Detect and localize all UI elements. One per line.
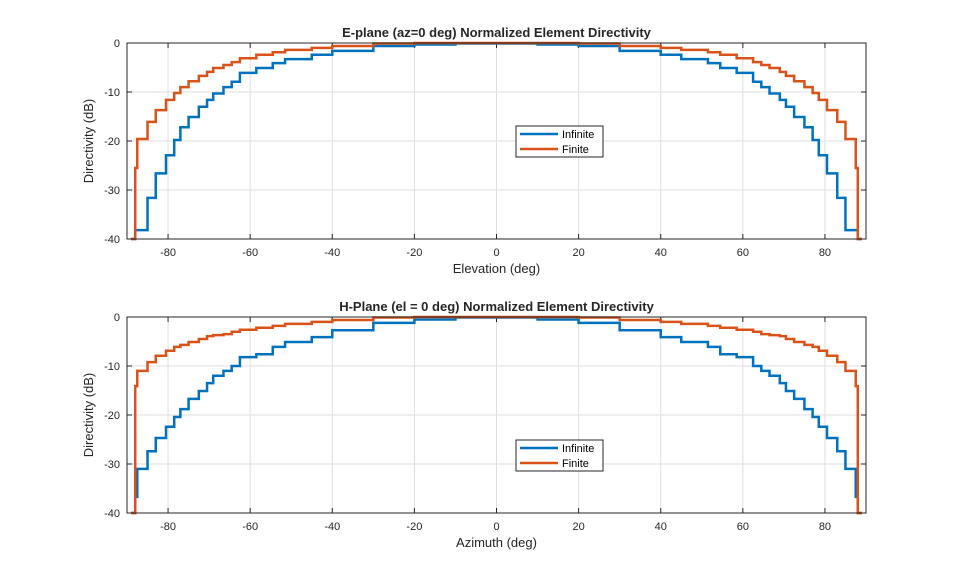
legend-box [515,439,604,472]
y-axis-label: Directivity (dB) [81,373,96,458]
chart-title: E-plane (az=0 deg) Normalized Element Di… [342,25,652,40]
y-tick-label: -40 [104,234,120,246]
x-axis-label: Azimuth (deg) [456,535,537,550]
legend-label: Finite [562,458,589,470]
y-tick-label: -20 [104,410,120,422]
x-tick-label: 60 [737,521,749,533]
x-tick-label: -20 [406,247,422,259]
y-tick-label: -30 [104,185,120,197]
y-tick-label: -20 [104,136,120,148]
chart-title: H-Plane (el = 0 deg) Normalized Element … [339,299,654,314]
y-axis-label: Directivity (dB) [81,99,96,184]
y-tick-label: -10 [104,361,120,373]
x-tick-label: 0 [493,247,499,259]
axes-box [126,42,867,240]
y-tick-label: -40 [104,508,120,520]
legend: Infinite Finite [515,125,604,158]
x-tick-label: 20 [572,247,584,259]
y-tick-label: 0 [114,312,120,324]
x-tick-label: -80 [160,247,176,259]
subplot-2: -80 -60 -40 -20 0 20 40 60 80 -40 -30 -20 -10 0 H-Plan… [81,299,867,550]
legend-label: Infinite [562,443,594,455]
x-tick-label: -60 [242,521,258,533]
x-tick-label: 0 [493,521,499,533]
legend: Infinite Finite [515,439,604,472]
y-tick-label: -10 [104,87,120,99]
x-tick-label: -40 [324,247,340,259]
y-tick-label: -30 [104,459,120,471]
x-tick-label: -20 [406,521,422,533]
x-tick-label: -40 [324,521,340,533]
x-tick-label: 40 [655,521,667,533]
x-tick-label: -80 [160,521,176,533]
y-tick-label: 0 [114,38,120,50]
axes-box [126,316,867,514]
x-tick-label: 60 [737,247,749,259]
x-tick-label: 80 [819,521,831,533]
subplot-1: -80 -60 -40 -20 0 20 40 60 80 -40 -30 -20 -10 0 E-plan… [81,25,867,276]
x-axis-label: Elevation (deg) [453,261,540,276]
legend-label: Infinite [562,129,594,141]
x-tick-label: 80 [819,247,831,259]
legend-label: Finite [562,144,589,156]
legend-box [515,125,604,158]
x-tick-label: -60 [242,247,258,259]
x-tick-label: 20 [572,521,584,533]
x-tick-label: 40 [655,247,667,259]
